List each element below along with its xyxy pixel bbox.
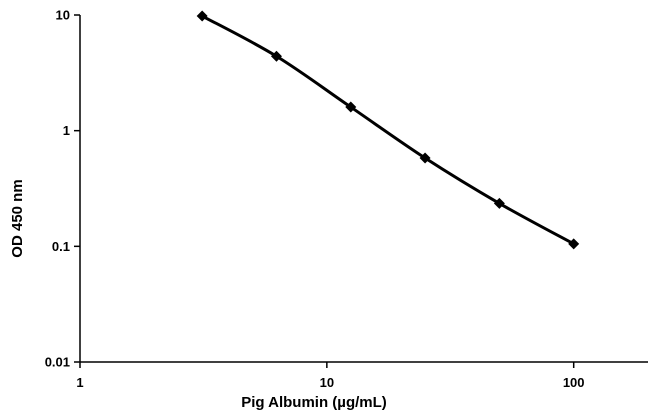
series-layer [196, 10, 580, 250]
data-point-marker [270, 50, 282, 62]
x-tick-label: 10 [320, 375, 334, 390]
x-ticks-layer: 1 10 100 [76, 362, 585, 390]
y-tick-label: 0.1 [52, 239, 70, 254]
data-point-marker [419, 152, 431, 164]
y-tick-label: 1 [63, 123, 70, 138]
data-point-marker [196, 10, 208, 22]
y-ticks-layer: 0.01 0.1 1 10 [45, 8, 80, 370]
data-point-marker [345, 101, 357, 113]
y-axis-title: OD 450 nm [9, 179, 26, 257]
axes-layer [79, 15, 648, 363]
x-axis-title: Pig Albumin (µg/mL) [241, 394, 387, 411]
y-tick-label: 10 [56, 8, 70, 23]
y-tick-label: 0.01 [45, 355, 70, 370]
data-point-marker [568, 238, 580, 250]
series-line [201, 14, 575, 246]
x-tick-label: 1 [76, 375, 83, 390]
data-point-marker [493, 197, 505, 209]
x-tick-label: 100 [563, 375, 585, 390]
